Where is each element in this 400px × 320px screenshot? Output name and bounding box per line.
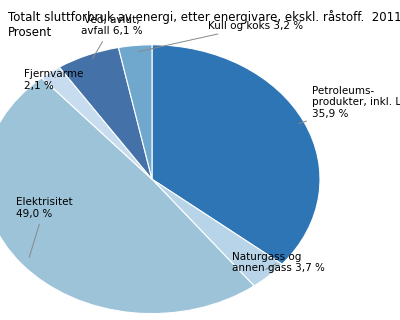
- Text: Kull og koks 3,2 %: Kull og koks 3,2 %: [139, 20, 303, 52]
- Wedge shape: [118, 45, 152, 179]
- Text: Fjernvarme
2,1 %: Fjernvarme 2,1 %: [24, 69, 83, 91]
- Wedge shape: [0, 78, 254, 314]
- Text: Totalt sluttforbruk av energi, etter energivare, ekskl. råstoff.  2011.
Prosent: Totalt sluttforbruk av energi, etter ene…: [8, 10, 400, 39]
- Text: Naturgass og
annen gass 3,7 %: Naturgass og annen gass 3,7 %: [232, 252, 325, 273]
- Text: Elektrisitet
49,0 %: Elektrisitet 49,0 %: [16, 197, 73, 257]
- Text: Ved, avlut,
avfall 6,1 %: Ved, avlut, avfall 6,1 %: [81, 15, 143, 59]
- Wedge shape: [152, 45, 320, 264]
- Wedge shape: [59, 47, 152, 179]
- Wedge shape: [42, 67, 152, 179]
- Wedge shape: [152, 179, 282, 286]
- Text: Petroleums-
produkter, inkl. LPG
35,9 %: Petroleums- produkter, inkl. LPG 35,9 %: [299, 86, 400, 124]
